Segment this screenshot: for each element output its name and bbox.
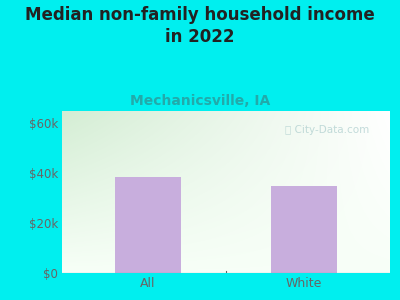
Text: Mechanicsville, IA: Mechanicsville, IA — [130, 94, 270, 109]
Bar — [115, 177, 181, 273]
Bar — [271, 186, 337, 273]
Text: ⌖ City-Data.com: ⌖ City-Data.com — [285, 125, 369, 135]
Text: Median non-family household income
in 2022: Median non-family household income in 20… — [25, 6, 375, 46]
